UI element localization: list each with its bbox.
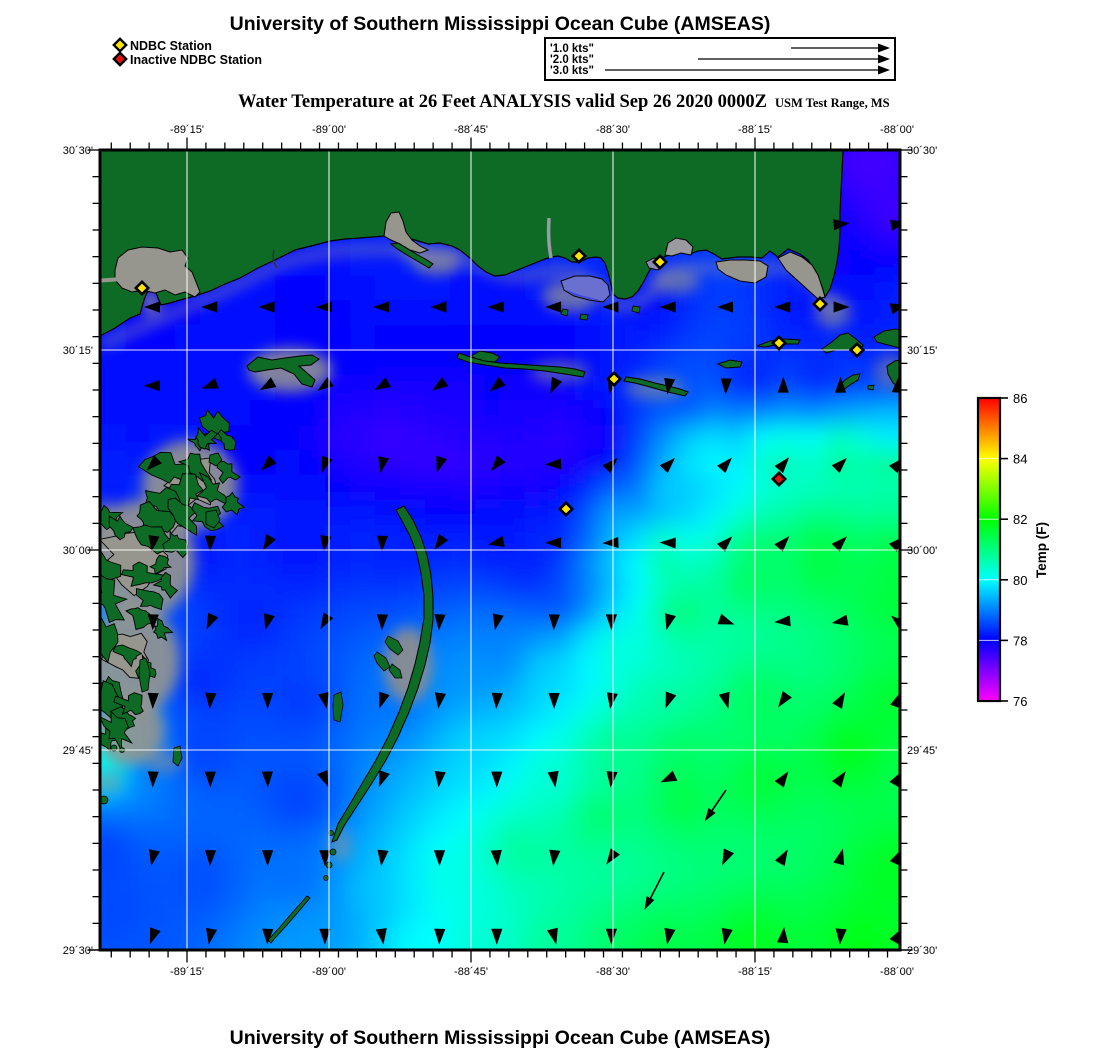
svg-text:'3.0 kts": '3.0 kts" <box>550 65 594 77</box>
svg-text:NDBC Station: NDBC Station <box>130 39 212 53</box>
svg-text:-88´45': -88´45' <box>454 124 488 136</box>
svg-text:Water Temperature at 26 Feet A: Water Temperature at 26 Feet ANALYSIS va… <box>238 92 767 112</box>
svg-text:78: 78 <box>1013 633 1027 648</box>
svg-text:Inactive NDBC Station: Inactive NDBC Station <box>130 53 262 67</box>
svg-text:30´15': 30´15' <box>907 345 937 357</box>
svg-text:University of Southern Mississ: University of Southern Mississippi Ocean… <box>230 13 771 35</box>
svg-text:-89´00': -89´00' <box>312 966 346 978</box>
svg-text:30´00': 30´00' <box>63 545 93 557</box>
svg-text:-89´15': -89´15' <box>170 124 204 136</box>
svg-text:30´30': 30´30' <box>907 145 937 157</box>
svg-text:USM Test Range, MS: USM Test Range, MS <box>775 96 890 110</box>
svg-text:29´30': 29´30' <box>63 945 93 957</box>
svg-text:29´45': 29´45' <box>63 745 93 757</box>
svg-text:'2.0 kts": '2.0 kts" <box>550 54 594 66</box>
svg-text:-88´30': -88´30' <box>596 124 630 136</box>
svg-text:University of Southern Mississ: University of Southern Mississippi Ocean… <box>230 1027 771 1049</box>
svg-text:-89´00': -89´00' <box>312 124 346 136</box>
svg-text:84: 84 <box>1013 452 1027 467</box>
svg-text:-88´00': -88´00' <box>880 966 914 978</box>
svg-text:82: 82 <box>1013 512 1027 527</box>
svg-text:'1.0 kts": '1.0 kts" <box>550 43 594 55</box>
svg-text:30´15': 30´15' <box>63 345 93 357</box>
svg-text:-88´30': -88´30' <box>596 966 630 978</box>
svg-text:29´45': 29´45' <box>907 745 937 757</box>
svg-text:-88´15': -88´15' <box>738 124 772 136</box>
svg-text:-89´15': -89´15' <box>170 966 204 978</box>
svg-text:86: 86 <box>1013 391 1027 406</box>
svg-text:30´00': 30´00' <box>907 545 937 557</box>
svg-text:Temp (F): Temp (F) <box>1034 522 1049 578</box>
svg-text:76: 76 <box>1013 694 1027 709</box>
svg-text:30´30': 30´30' <box>63 145 93 157</box>
svg-text:-88´45': -88´45' <box>454 966 488 978</box>
svg-text:29´30': 29´30' <box>907 945 937 957</box>
svg-text:-88´15': -88´15' <box>738 966 772 978</box>
svg-text:-88´00': -88´00' <box>880 124 914 136</box>
svg-text:80: 80 <box>1013 573 1027 588</box>
